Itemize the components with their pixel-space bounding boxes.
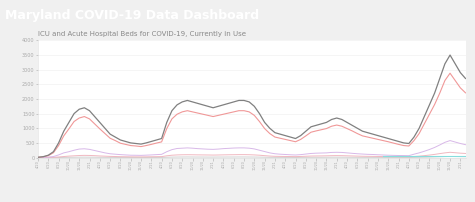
Text: ICU and Acute Hospital Beds for COVID-19, Currently in Use: ICU and Acute Hospital Beds for COVID-19… — [38, 31, 246, 37]
Text: Maryland COVID-19 Data Dashboard: Maryland COVID-19 Data Dashboard — [5, 9, 259, 22]
